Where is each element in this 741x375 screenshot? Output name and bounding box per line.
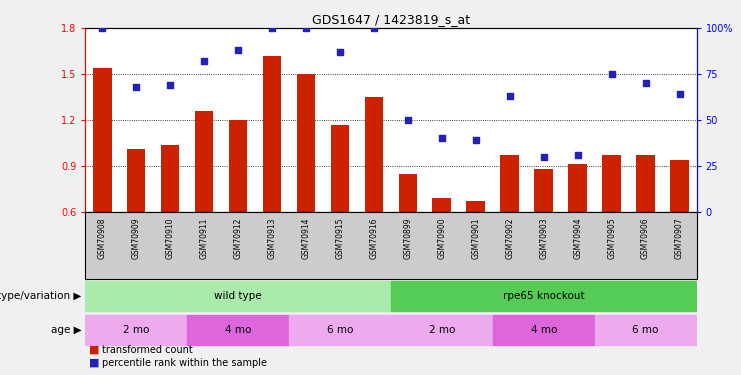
- Bar: [670, 160, 689, 212]
- Bar: [85, 281, 391, 311]
- Bar: [195, 111, 213, 212]
- Text: GSM70902: GSM70902: [505, 217, 514, 259]
- Bar: [330, 124, 349, 212]
- Point: [504, 93, 516, 99]
- Point: [334, 49, 346, 55]
- Text: GSM70907: GSM70907: [675, 217, 684, 259]
- Text: GSM70908: GSM70908: [98, 217, 107, 259]
- Text: GSM70912: GSM70912: [233, 217, 242, 259]
- Point: [605, 71, 617, 77]
- Bar: [127, 149, 145, 212]
- Point: [572, 152, 584, 158]
- Bar: [534, 169, 553, 212]
- Text: age ▶: age ▶: [51, 325, 82, 335]
- Text: genotype/variation ▶: genotype/variation ▶: [0, 291, 82, 301]
- Bar: [365, 97, 383, 212]
- Text: rpe65 knockout: rpe65 knockout: [503, 291, 585, 301]
- Point: [300, 25, 312, 31]
- Bar: [493, 315, 594, 345]
- Text: 2 mo: 2 mo: [123, 325, 150, 335]
- Point: [639, 80, 651, 86]
- Text: GSM70910: GSM70910: [166, 217, 175, 259]
- Bar: [391, 315, 493, 345]
- Bar: [466, 201, 485, 212]
- Text: GSM70909: GSM70909: [132, 217, 141, 259]
- Text: GSM70904: GSM70904: [574, 217, 582, 259]
- Bar: [433, 198, 451, 212]
- Text: 2 mo: 2 mo: [428, 325, 455, 335]
- Point: [368, 25, 380, 31]
- Text: 6 mo: 6 mo: [632, 325, 659, 335]
- Text: GSM70906: GSM70906: [641, 217, 650, 259]
- Point: [266, 25, 278, 31]
- Text: GSM70911: GSM70911: [199, 217, 208, 259]
- Bar: [594, 315, 697, 345]
- Bar: [289, 315, 391, 345]
- Text: 6 mo: 6 mo: [327, 325, 353, 335]
- Text: GSM70916: GSM70916: [370, 217, 379, 259]
- Bar: [399, 174, 417, 212]
- Text: GSM70913: GSM70913: [268, 217, 276, 259]
- Text: GSM70900: GSM70900: [437, 217, 446, 259]
- Bar: [229, 120, 247, 212]
- Point: [402, 117, 413, 123]
- Point: [232, 47, 244, 53]
- Bar: [602, 155, 621, 212]
- Point: [470, 137, 482, 143]
- Bar: [161, 144, 179, 212]
- Text: ■: ■: [89, 358, 99, 368]
- Bar: [391, 281, 697, 311]
- Point: [165, 82, 176, 88]
- Text: percentile rank within the sample: percentile rank within the sample: [102, 358, 267, 368]
- Bar: [262, 56, 282, 212]
- Title: GDS1647 / 1423819_s_at: GDS1647 / 1423819_s_at: [312, 13, 470, 26]
- Bar: [568, 164, 587, 212]
- Bar: [296, 74, 316, 212]
- Text: wild type: wild type: [214, 291, 262, 301]
- Text: GSM70901: GSM70901: [471, 217, 480, 259]
- Text: ■: ■: [89, 345, 99, 355]
- Text: GSM70899: GSM70899: [403, 217, 412, 259]
- Text: GSM70914: GSM70914: [302, 217, 310, 259]
- Text: GSM70915: GSM70915: [336, 217, 345, 259]
- Point: [674, 91, 685, 97]
- Point: [436, 135, 448, 141]
- Point: [96, 25, 108, 31]
- Point: [198, 58, 210, 64]
- Bar: [85, 315, 187, 345]
- Point: [538, 154, 550, 160]
- Text: 4 mo: 4 mo: [225, 325, 251, 335]
- Text: GSM70903: GSM70903: [539, 217, 548, 259]
- Text: 4 mo: 4 mo: [531, 325, 557, 335]
- Point: [130, 84, 142, 90]
- Text: GSM70905: GSM70905: [607, 217, 616, 259]
- Bar: [500, 155, 519, 212]
- Bar: [187, 315, 289, 345]
- Bar: [93, 68, 112, 212]
- Text: transformed count: transformed count: [102, 345, 192, 355]
- Bar: [637, 155, 655, 212]
